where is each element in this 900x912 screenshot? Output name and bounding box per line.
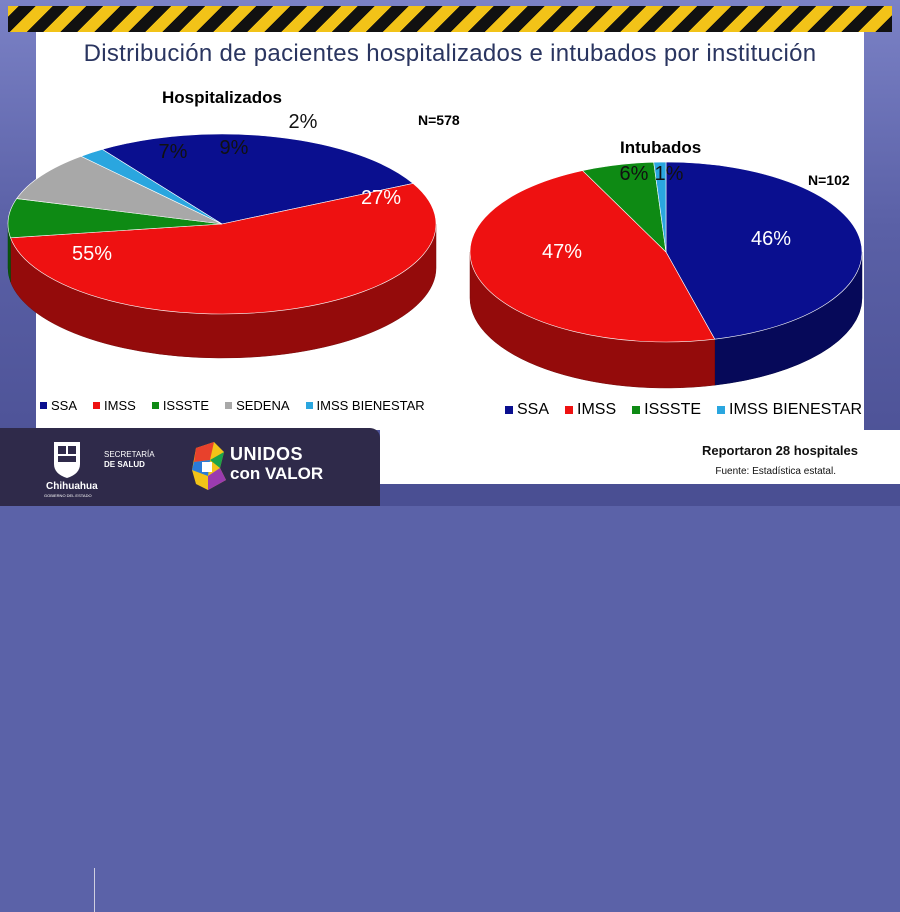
- legend-label: IMSS: [577, 401, 617, 418]
- bottom-strip: [380, 484, 900, 506]
- data-label-ssa: 27%: [361, 187, 401, 209]
- legend-item-imss-bienestar: IMSS BIENESTAR: [305, 398, 425, 413]
- n-label-intubados: N=102: [808, 172, 850, 188]
- legend-item-ssa: SSA: [505, 401, 549, 419]
- pie-hospitalizados: 27% 55% 7% 9% 2%: [7, 111, 437, 359]
- chart-title-intubados: Intubados: [620, 138, 702, 157]
- data-label-ssa: 46%: [751, 228, 791, 250]
- hazard-stripe: [8, 6, 892, 32]
- n-label-hospitalizados: N=578: [418, 112, 460, 128]
- footer-panel: [380, 430, 900, 484]
- data-label-imss: 55%: [72, 243, 112, 265]
- legend-label: SEDENA: [236, 398, 290, 413]
- legend-label: IMSS: [104, 398, 136, 413]
- legend-label: SSA: [51, 398, 78, 413]
- pie-intubados: 46% 47% 6% 1%: [469, 161, 863, 389]
- legend-item-imss: IMSS: [565, 401, 616, 419]
- data-label-imss-bienestar: 1%: [655, 163, 684, 185]
- legend-swatch: [632, 406, 641, 414]
- legend-hospitalizados: SSA IMSS ISSSTE SEDENA IMSS BIENESTAR: [40, 398, 441, 413]
- data-label-sedena: 9%: [220, 137, 249, 159]
- logo-bar: Chihuahua GOBIERNO DEL ESTADO SECRETARÍA…: [0, 428, 380, 912]
- pie-slice-imss-bienestar: [80, 149, 223, 225]
- chart-title-hospitalizados: Hospitalizados: [162, 88, 282, 107]
- gov-sub: GOBIERNO DEL ESTADO: [44, 493, 92, 498]
- pie-slice-ssa: [101, 133, 414, 225]
- data-label-imss: 47%: [542, 241, 582, 263]
- legend-label: ISSSTE: [644, 401, 702, 418]
- legend-label: IMSS BIENESTAR: [729, 401, 863, 418]
- legend-item-imss-bienestar: IMSS BIENESTAR: [717, 401, 862, 419]
- legend-swatch: [717, 406, 726, 414]
- legend-label: ISSSTE: [162, 398, 210, 413]
- pie-slice-sedena: [16, 155, 223, 225]
- legend-intubados: SSA IMSS ISSSTE IMSS BIENESTAR: [505, 401, 878, 419]
- legend-swatch: [93, 402, 101, 409]
- campaign-line-1: UNIDOS: [230, 444, 304, 464]
- legend-swatch: [225, 402, 233, 409]
- data-label-imss-bienestar: 2%: [289, 111, 318, 133]
- legend-item-issste: ISSSTE: [151, 398, 210, 413]
- legend-swatch: [151, 402, 159, 409]
- legend-item-issste: ISSSTE: [632, 401, 701, 419]
- page-title: Distribución de pacientes hospitalizados…: [83, 40, 817, 67]
- data-label-issste: 7%: [159, 141, 188, 163]
- pie-slice-imss-bienestar: [653, 161, 667, 253]
- source-note: Fuente: Estadística estatal.: [715, 466, 836, 477]
- legend-swatch: [40, 402, 47, 409]
- pie-slice-imss: [469, 170, 716, 343]
- legend-label: IMSS BIENESTAR: [316, 398, 425, 413]
- legend-item-ssa: SSA: [40, 398, 77, 413]
- data-label-issste: 6%: [620, 163, 649, 185]
- unidos-con-valor-logo-icon: [192, 442, 226, 490]
- chihuahua-seal-icon: [54, 442, 80, 478]
- legend-swatch: [565, 406, 574, 414]
- legend-item-imss: IMSS: [93, 398, 136, 413]
- pie-charts: 27% 55% 7% 9% 2% 46% 47% 6% 1%: [7, 111, 863, 389]
- legend-label: SSA: [517, 401, 550, 418]
- legend-swatch: [505, 406, 513, 414]
- legend-item-sedena: SEDENA: [225, 398, 290, 413]
- logo-divider: [94, 868, 95, 912]
- hospitals-note: Reportaron 28 hospitales: [701, 443, 858, 458]
- dept-line-1: SECRETARÍA: [104, 450, 155, 459]
- pie-slice-imss: [10, 183, 437, 315]
- campaign-line-2: con VALOR: [230, 464, 324, 483]
- legend-swatch: [305, 402, 313, 409]
- dept-line-2: DE SALUD: [104, 460, 145, 469]
- pie-slice-ssa: [665, 161, 863, 340]
- gov-name: Chihuahua: [46, 481, 98, 492]
- logo-graphics: [54, 442, 226, 490]
